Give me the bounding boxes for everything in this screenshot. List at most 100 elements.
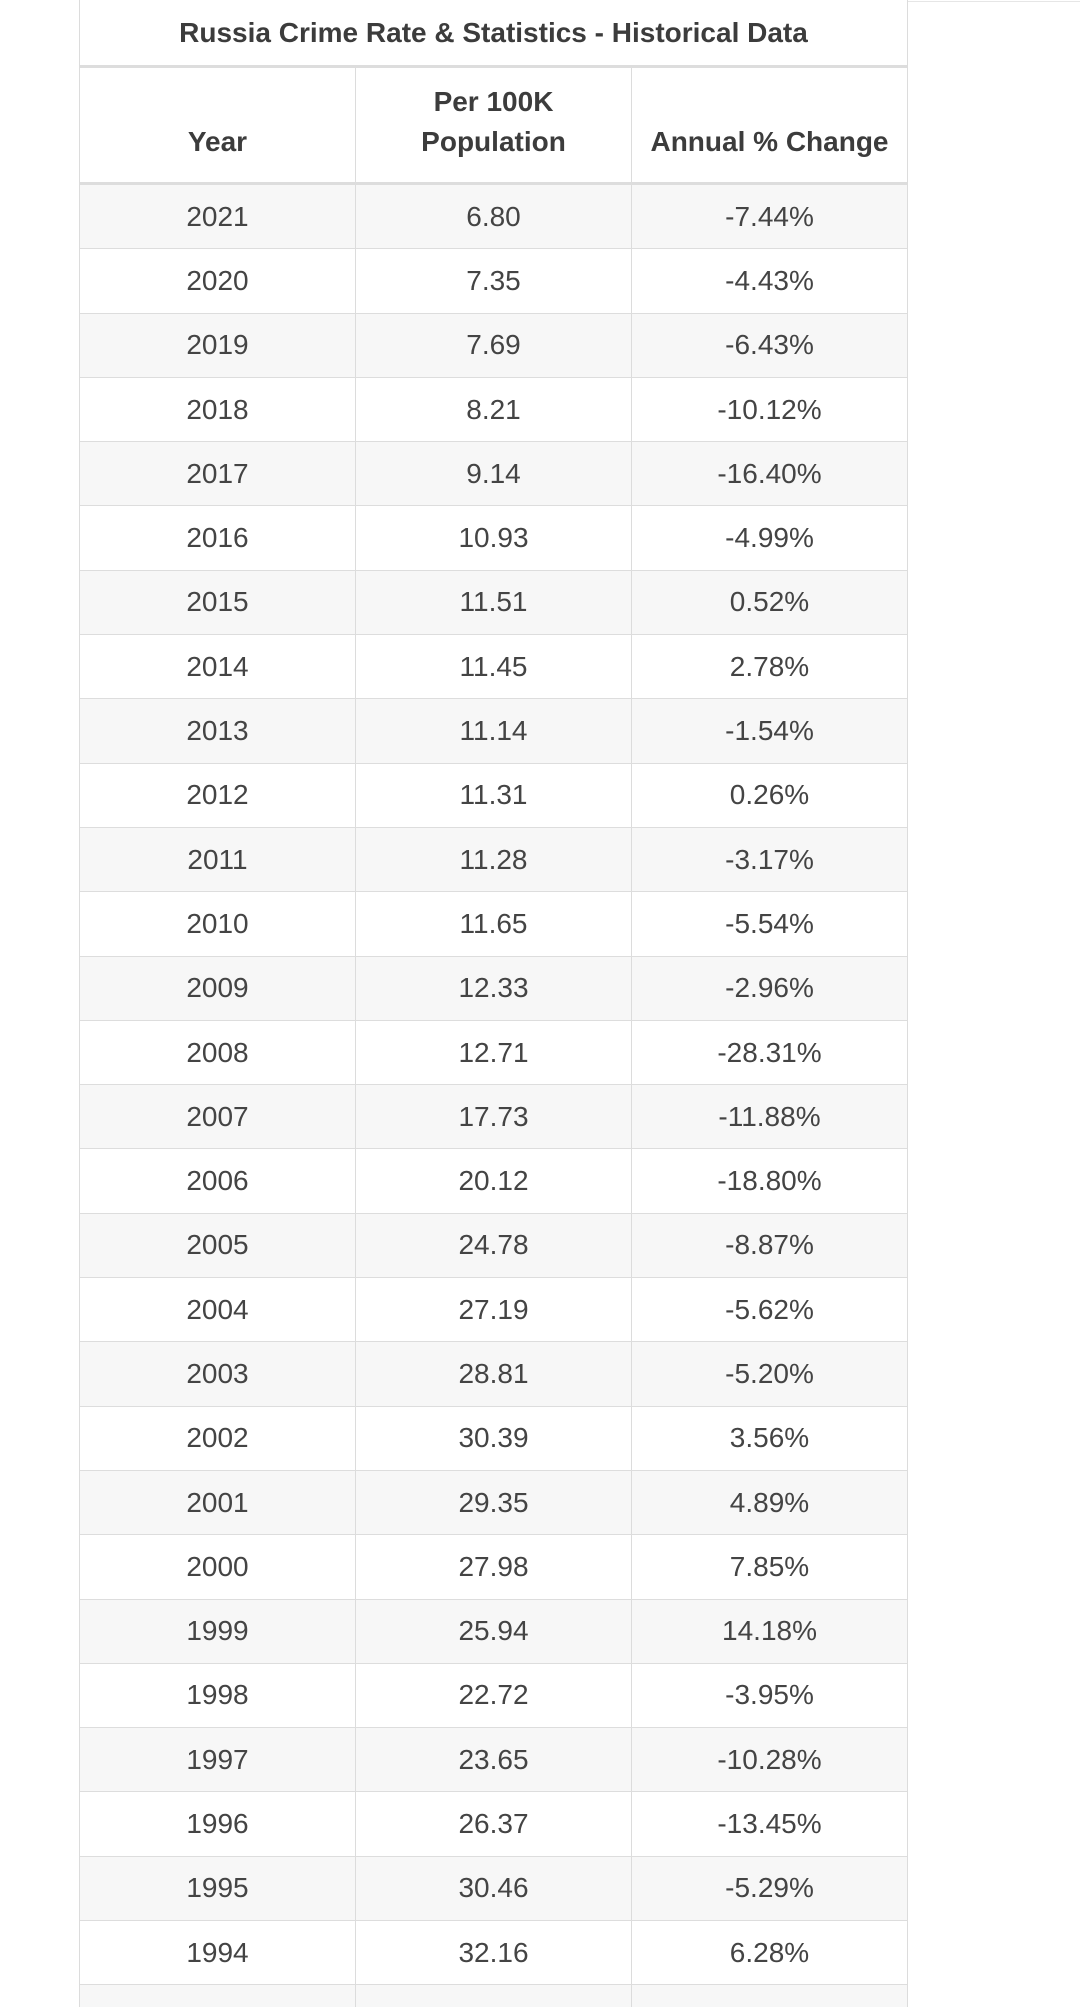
rate-cell: 8.21: [355, 377, 631, 442]
change-cell: -8.87%: [631, 1213, 907, 1278]
header-annual-change: Annual % Change: [631, 68, 907, 182]
change-cell: -2.96%: [631, 956, 907, 1020]
rate-cell: 11.28: [355, 827, 631, 892]
table-row: 2003 28.81 -5.20%: [80, 1342, 907, 1407]
table-row: 2002 30.39 3.56%: [80, 1406, 907, 1471]
table-row: 1999 25.94 14.18%: [80, 1599, 907, 1664]
change-cell: -7.44%: [631, 185, 907, 249]
change-cell: -18.80%: [631, 1149, 907, 1213]
year-cell: 2013: [186, 715, 249, 747]
table-row: 2015 11.51 0.52%: [80, 570, 907, 636]
rate-cell: 11.31: [355, 763, 631, 827]
header-per-100k-line1: Per 100K: [433, 86, 554, 117]
change-cell: 3.56%: [631, 1406, 907, 1470]
change-cell: 6.28%: [631, 1921, 907, 1985]
year-cell: 2004: [186, 1293, 249, 1325]
year-cell: 2011: [187, 843, 248, 875]
year-cell: 2016: [186, 522, 249, 554]
table-row: 2017 9.14 -16.40%: [80, 442, 907, 507]
change-cell: 4.89%: [631, 1470, 907, 1535]
table-row: 2013 11.14 -1.54%: [80, 699, 907, 764]
table-row: 2001 29.35 4.89%: [80, 1470, 907, 1536]
rate-cell: 30.46: [355, 1856, 631, 1921]
table-row: 2009 12.33 -2.96%: [80, 956, 907, 1021]
header-annual-change-label: Annual % Change: [650, 126, 889, 157]
change-cell: -3.17%: [631, 827, 907, 892]
header-per-100k-label: Per 100K Population: [421, 82, 566, 162]
year-cell: 1998: [186, 1679, 249, 1711]
rate-cell: 7.35: [355, 249, 631, 313]
table-row: 2014 11.45 2.78%: [80, 635, 907, 700]
year-cell: 2009: [186, 972, 249, 1004]
rate-cell: 10.93: [355, 506, 631, 570]
change-cell: -5.62%: [631, 1278, 907, 1342]
year-cell: 2005: [186, 1229, 249, 1261]
table-header-row: Year Per 100K Population Annual % Change: [80, 68, 907, 185]
year-cell: 2001: [186, 1486, 249, 1518]
year-cell: [80, 1985, 355, 2007]
change-cell: -5.29%: [631, 1856, 907, 1921]
table-row: 1994 32.16 6.28%: [80, 1921, 907, 1986]
table-row: 2011 11.28 -3.17%: [80, 827, 907, 893]
year-cell: 2012: [186, 779, 249, 811]
rate-cell: 27.98: [355, 1535, 631, 1599]
year-cell: 2002: [186, 1422, 249, 1454]
rate-cell: [355, 1985, 631, 2007]
rate-cell: 28.81: [355, 1342, 631, 1406]
table-row: 1997 23.65 -10.28%: [80, 1728, 907, 1793]
table-row: 2010 11.65 -5.54%: [80, 892, 907, 957]
year-cell: 2008: [186, 1036, 249, 1068]
change-cell: -4.99%: [631, 506, 907, 570]
table-row: 2008 12.71 -28.31%: [80, 1020, 907, 1086]
header-year: Year: [80, 68, 355, 182]
change-cell: -6.43%: [631, 313, 907, 377]
rate-cell: 12.33: [355, 956, 631, 1020]
year-cell: 2019: [186, 329, 249, 361]
rate-cell: 22.72: [355, 1663, 631, 1728]
change-cell: -1.54%: [631, 699, 907, 763]
year-cell: 1996: [186, 1808, 249, 1840]
rate-cell: 27.19: [355, 1278, 631, 1342]
rate-cell: 11.51: [355, 570, 631, 635]
year-cell: 1995: [186, 1872, 249, 1904]
year-cell: 2007: [186, 1100, 249, 1132]
year-cell: 2014: [186, 650, 249, 682]
rate-cell: 9.14: [355, 442, 631, 506]
year-cell: 2020: [186, 264, 249, 296]
rate-cell: 6.80: [355, 185, 631, 249]
change-cell: -3.95%: [631, 1663, 907, 1728]
change-cell: 2.78%: [631, 635, 907, 699]
year-cell: 2021: [186, 200, 249, 232]
year-cell: 1997: [186, 1743, 249, 1775]
change-cell: -4.43%: [631, 249, 907, 313]
table-row: 2019 7.69 -6.43%: [80, 313, 907, 378]
year-cell: 2003: [186, 1357, 249, 1389]
table-row: [80, 1985, 907, 2007]
table-row: 2007 17.73 -11.88%: [80, 1085, 907, 1150]
rate-cell: 24.78: [355, 1213, 631, 1278]
rate-cell: 7.69: [355, 313, 631, 377]
year-cell: 2010: [186, 907, 249, 939]
change-cell: -16.40%: [631, 442, 907, 506]
change-cell: -5.20%: [631, 1342, 907, 1406]
year-cell: 2000: [186, 1550, 249, 1582]
change-cell: 0.26%: [631, 763, 907, 827]
change-cell: -5.54%: [631, 892, 907, 956]
year-cell: 2015: [186, 586, 249, 618]
rate-cell: 11.45: [355, 635, 631, 699]
rate-cell: 20.12: [355, 1149, 631, 1213]
year-cell: 1999: [186, 1615, 249, 1647]
header-per-100k: Per 100K Population: [355, 68, 631, 182]
table-row: 1995 30.46 -5.29%: [80, 1856, 907, 1922]
table-row: 1996 26.37 -13.45%: [80, 1792, 907, 1857]
change-cell: -28.31%: [631, 1020, 907, 1085]
table-caption: Russia Crime Rate & Statistics - Histori…: [80, 0, 907, 68]
rate-cell: 12.71: [355, 1020, 631, 1085]
header-per-100k-line2: Population: [421, 126, 566, 157]
change-cell: [631, 1985, 907, 2007]
year-cell: 2006: [186, 1165, 249, 1197]
year-cell: 1994: [186, 1936, 249, 1968]
table-row: 2005 24.78 -8.87%: [80, 1213, 907, 1279]
table-row: 2004 27.19 -5.62%: [80, 1278, 907, 1343]
